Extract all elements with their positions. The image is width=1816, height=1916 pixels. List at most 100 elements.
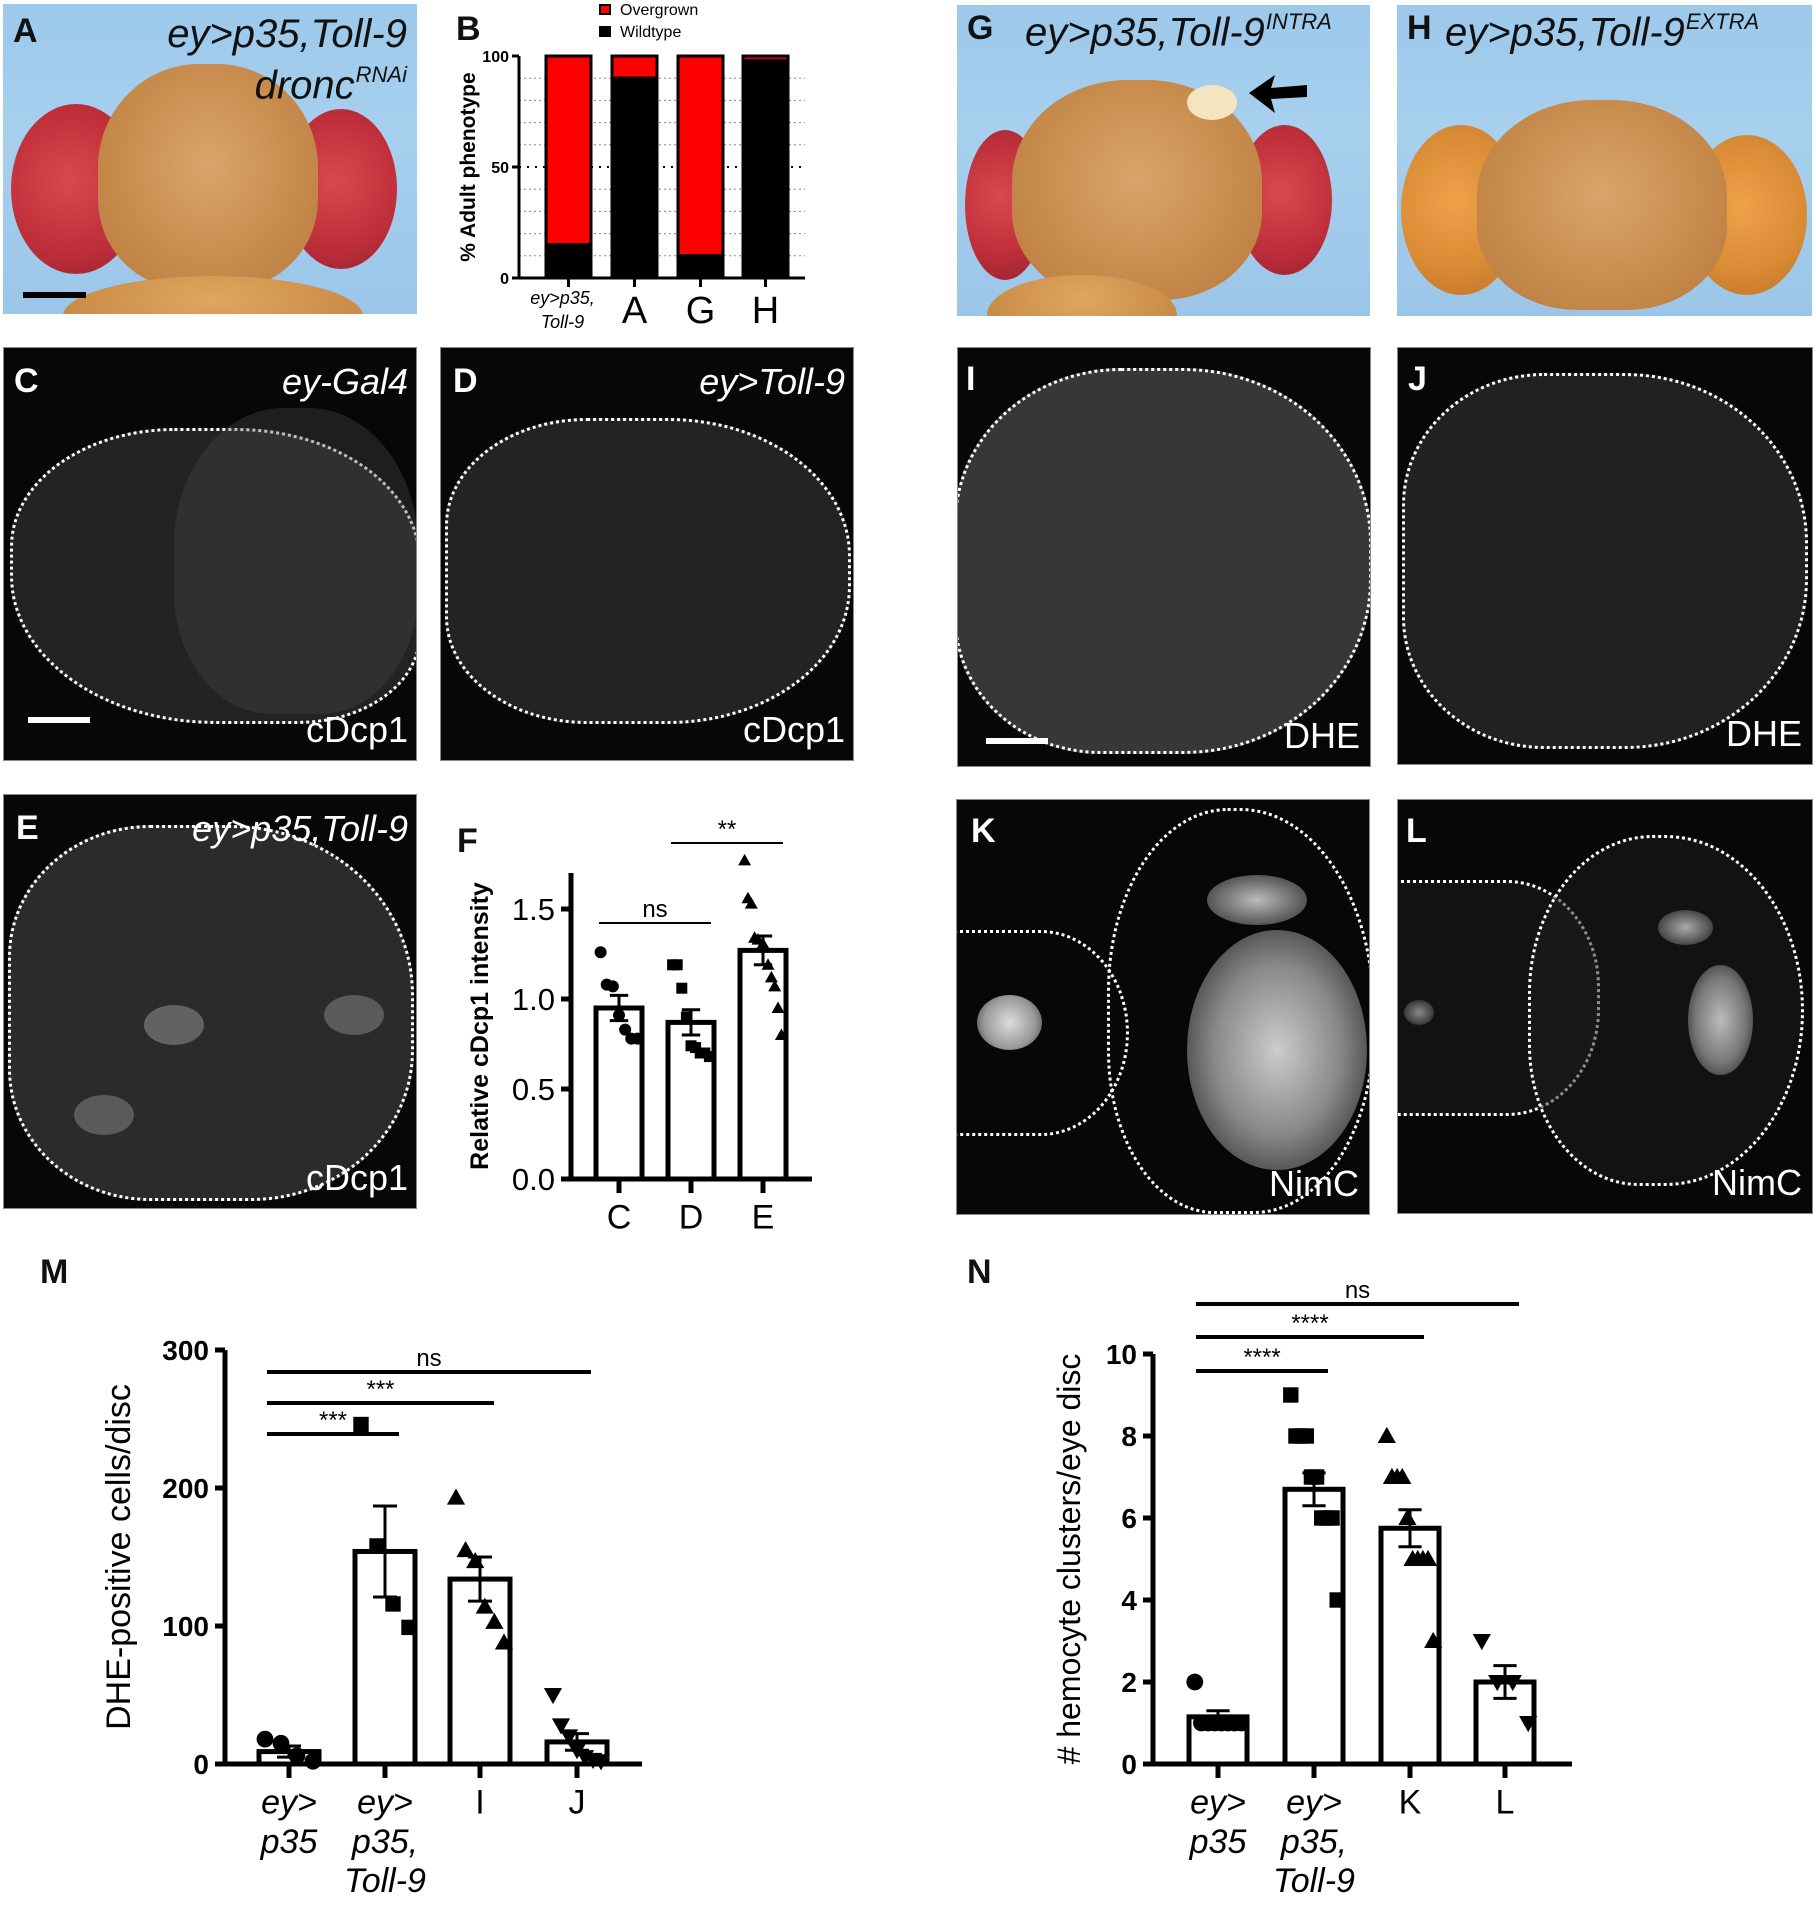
data-point xyxy=(485,1612,504,1629)
data-point xyxy=(703,1051,715,1063)
data-point xyxy=(1298,1428,1314,1444)
svg-text:ey>: ey> xyxy=(1286,1784,1342,1822)
data-point xyxy=(1424,1631,1443,1648)
svg-text:100: 100 xyxy=(482,49,509,66)
disc-outline-lobe xyxy=(1528,835,1804,1186)
panel-e-micrograph: E ey>p35,Toll-9 cDcp1 xyxy=(3,794,417,1209)
bar-segment-wildtype xyxy=(741,58,790,280)
disc-outline-lobe xyxy=(174,408,416,714)
svg-text:H: H xyxy=(752,290,779,332)
svg-text:***: *** xyxy=(366,1376,394,1403)
data-point xyxy=(543,1688,563,1705)
stain-label: DHE xyxy=(1283,715,1360,756)
bar-segment-wildtype xyxy=(610,76,659,280)
legend-swatch xyxy=(599,26,611,37)
data-point xyxy=(304,1752,322,1770)
data-point xyxy=(774,1028,788,1040)
disc-outline xyxy=(10,428,416,724)
panel-letter: H xyxy=(1407,9,1432,47)
data-point xyxy=(401,1619,417,1636)
svg-text:0: 0 xyxy=(500,271,509,288)
data-point xyxy=(671,959,683,971)
data-point xyxy=(744,897,758,909)
data-point xyxy=(680,1011,692,1023)
svg-text:C: C xyxy=(607,1199,632,1237)
data-point xyxy=(676,982,688,994)
data-point xyxy=(1519,1716,1538,1733)
svg-text:200: 200 xyxy=(162,1473,209,1504)
svg-text:I: I xyxy=(475,1784,484,1822)
overgrowth xyxy=(1187,85,1237,120)
data-point xyxy=(385,1596,401,1612)
data-point xyxy=(1324,1510,1340,1526)
svg-text:Toll-9: Toll-9 xyxy=(541,312,584,332)
svg-text:J: J xyxy=(569,1784,586,1822)
panel-letter-b: B xyxy=(456,10,481,48)
bar-segment-wildtype xyxy=(676,254,725,280)
svg-text:# hemocyte clusters/eye disc: # hemocyte clusters/eye disc xyxy=(1051,1354,1087,1765)
genotype-label: ey-Gal4 xyxy=(281,361,408,402)
svg-text:**: ** xyxy=(718,816,737,843)
data-point xyxy=(551,1718,571,1735)
svg-text:Toll-9: Toll-9 xyxy=(344,1862,426,1900)
bar xyxy=(1282,1486,1346,1767)
data-point xyxy=(591,1754,611,1771)
arrow-icon xyxy=(1249,75,1307,113)
svg-text:6: 6 xyxy=(1121,1503,1137,1534)
svg-text:****: **** xyxy=(1291,1310,1328,1337)
svg-text:2: 2 xyxy=(1121,1667,1137,1698)
data-point xyxy=(1186,1673,1204,1691)
data-point xyxy=(256,1730,274,1748)
panel-letter-n: N xyxy=(967,1253,992,1291)
data-point xyxy=(771,1001,785,1013)
data-point xyxy=(446,1488,466,1505)
stain-label: DHE xyxy=(1725,713,1802,754)
svg-text:L: L xyxy=(1496,1784,1515,1822)
svg-text:% Adult phenotype: % Adult phenotype xyxy=(457,72,480,261)
panel-i-micrograph: I DHE xyxy=(957,347,1371,767)
panel-letter: D xyxy=(453,362,478,400)
panel-letter: E xyxy=(16,809,39,847)
apoptotic-cluster xyxy=(324,995,384,1035)
svg-text:ey>: ey> xyxy=(1190,1784,1246,1822)
data-point xyxy=(1232,1714,1250,1732)
svg-text:ey>: ey> xyxy=(357,1784,413,1822)
panel-k-micrograph: K NimC xyxy=(956,799,1370,1215)
hemocyte-cluster xyxy=(1187,930,1367,1170)
scale-bar xyxy=(28,717,90,723)
stain-label: cDcp1 xyxy=(305,1157,408,1198)
panel-c-micrograph: C ey-Gal4 cDcp1 xyxy=(3,347,417,761)
panel-g-fly-head-photo: G ey>p35,Toll-9INTRA xyxy=(957,5,1370,316)
data-point xyxy=(738,853,752,866)
svg-text:ns: ns xyxy=(642,896,667,923)
chart-b-adult-phenotype: 0 50 100% Adult phenotype ey>p35, Toll-9 A G H O… xyxy=(457,2,805,332)
apoptotic-cluster xyxy=(144,1005,204,1045)
svg-text:DHE-positive cells/disc: DHE-positive cells/disc xyxy=(100,1384,138,1730)
data-point xyxy=(494,1633,514,1650)
svg-text:K: K xyxy=(1399,1784,1422,1822)
fly-head xyxy=(1477,100,1727,310)
hemocyte-cluster xyxy=(1688,965,1753,1075)
svg-text:****: **** xyxy=(1243,1344,1280,1371)
data-point xyxy=(456,1541,475,1558)
data-point xyxy=(1472,1634,1491,1651)
svg-text:8: 8 xyxy=(1121,1421,1137,1452)
legend-swatch xyxy=(599,4,611,15)
svg-text:50: 50 xyxy=(491,160,509,177)
bar-segment-wildtype xyxy=(544,243,593,280)
panel-letter-f: F xyxy=(457,822,478,860)
svg-text:p35,: p35, xyxy=(1280,1823,1347,1861)
stain-label: NimC xyxy=(1712,1162,1802,1203)
data-point xyxy=(619,1023,632,1036)
panel-letter: G xyxy=(967,9,994,47)
data-point xyxy=(1488,1675,1507,1692)
data-point xyxy=(1329,1592,1345,1608)
svg-text:ns: ns xyxy=(416,1345,441,1372)
svg-text:G: G xyxy=(686,290,716,332)
panel-d-micrograph: D ey>Toll-9 cDcp1 xyxy=(440,347,854,761)
svg-text:A: A xyxy=(622,290,648,332)
svg-text:D: D xyxy=(679,1199,704,1237)
data-point xyxy=(272,1734,290,1752)
